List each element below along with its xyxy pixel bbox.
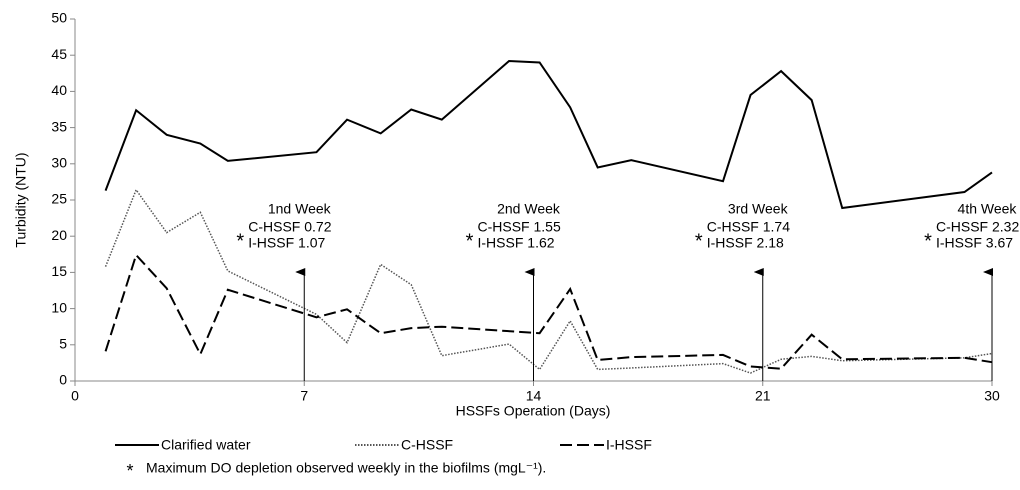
x-tick-label: 14 [526,388,542,404]
y-tick-label: 25 [51,191,67,207]
y-tick-label: 35 [51,118,67,134]
annotation-line: I-HSSF 3.67 [936,235,1013,251]
annotation-line: C-HSSF 1.74 [707,219,790,235]
annotation-title: 1nd Week [268,201,332,217]
legend-label: I-HSSF [606,437,652,453]
footnote-marker: * [126,461,133,481]
annotation-marker: * [466,230,474,252]
annotation-marker: * [236,230,244,252]
x-tick-label: 21 [755,388,771,404]
annotation-marker: * [924,230,932,252]
annotation-marker: * [695,230,703,252]
annotation-title: 2nd Week [497,201,561,217]
legend-label: C-HSSF [401,437,453,453]
y-tick-label: 50 [51,10,67,26]
y-tick-label: 40 [51,82,67,98]
y-tick-label: 5 [59,336,67,352]
x-tick-label: 7 [300,388,308,404]
y-tick-label: 45 [51,46,67,62]
annotation-title: 4th Week [958,201,1018,217]
annotation-line: C-HSSF 0.72 [248,219,331,235]
annotation-line: C-HSSF 2.32 [936,219,1019,235]
y-tick-label: 0 [59,372,67,388]
y-tick-label: 20 [51,227,67,243]
x-tick-label: 30 [984,388,1000,404]
footnote-text: Maximum DO depletion observed weekly in … [146,460,546,476]
y-tick-label: 15 [51,263,67,279]
y-tick-label: 10 [51,299,67,315]
annotation-line: I-HSSF 1.62 [478,235,555,251]
x-tick-label: 0 [71,388,79,404]
y-tick-label: 30 [51,155,67,171]
annotation-line: C-HSSF 1.55 [478,219,561,235]
series-line [104,59,993,210]
legend-label: Clarified water [161,437,251,453]
annotation-title: 3rd Week [728,201,789,217]
y-axis-label: Turbidity (NTU) [13,152,29,247]
series-line [104,253,993,370]
annotation-line: I-HSSF 1.07 [248,235,325,251]
series-line [104,188,993,374]
x-axis-label: HSSFs Operation (Days) [456,403,611,419]
annotation-line: I-HSSF 2.18 [707,235,784,251]
